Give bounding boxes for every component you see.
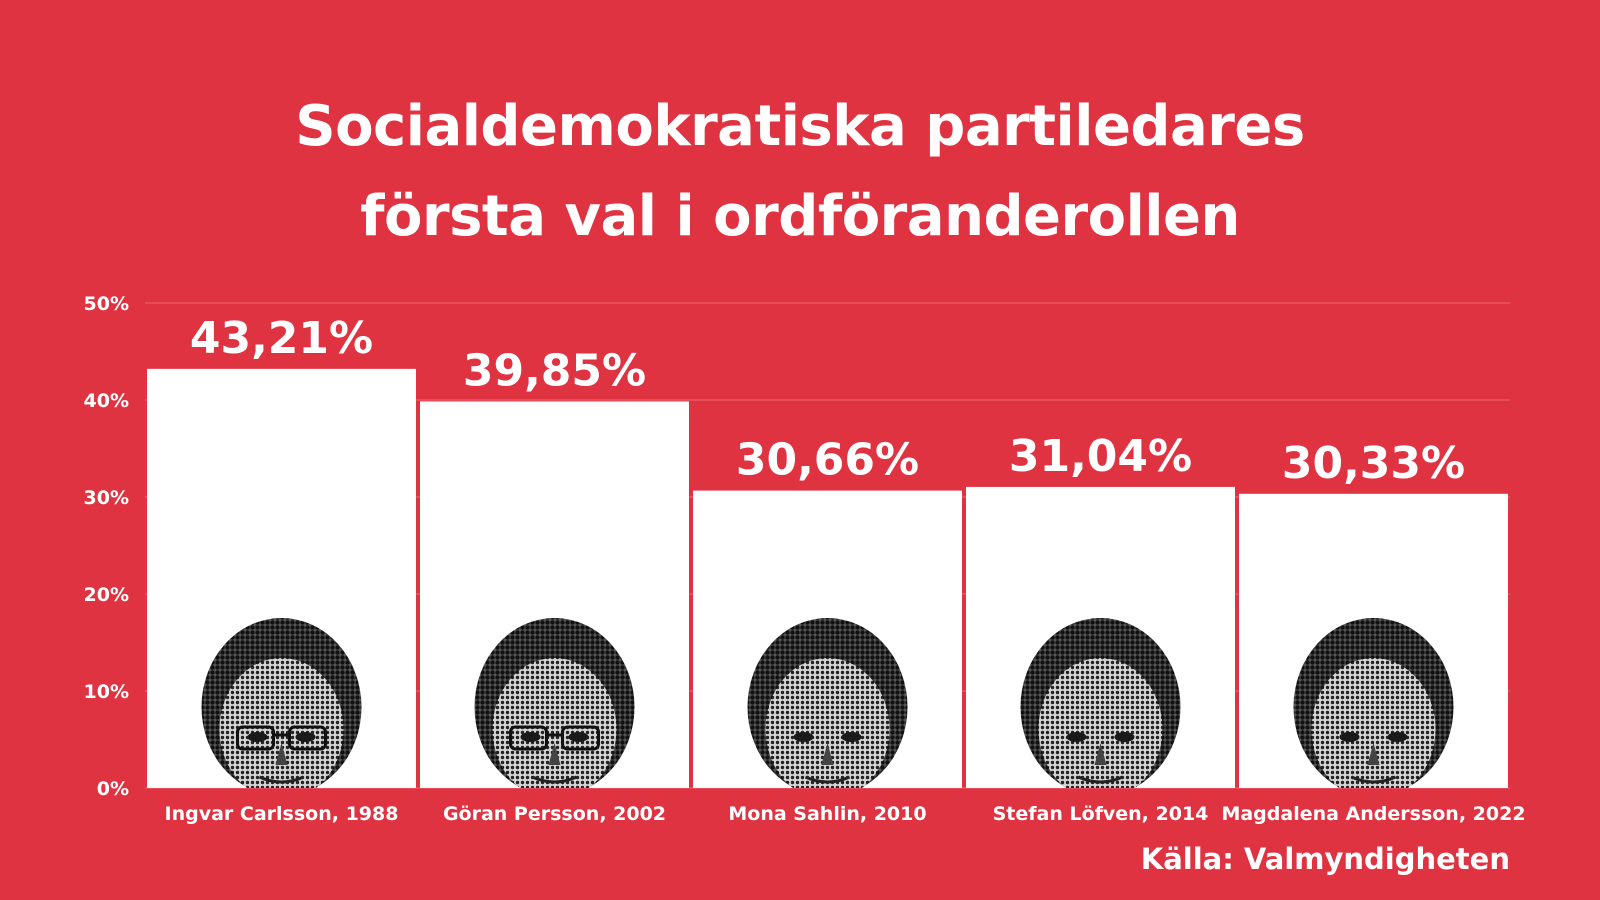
y-tick-label: 20%	[84, 584, 129, 606]
x-tick-label: Magdalena Andersson, 2022	[1221, 803, 1525, 825]
bar-value-label: 30,66%	[736, 435, 919, 486]
y-axis: 0% 10% 20% 30% 40% 50%	[84, 293, 129, 800]
value-labels: 43,21% 39,85% 30,66% 31,04% 30,33%	[190, 313, 1465, 489]
x-tick-label: Stefan Löfven, 2014	[993, 803, 1209, 825]
x-tick-label: Göran Persson, 2002	[443, 803, 666, 825]
bar-value-label: 43,21%	[190, 313, 373, 364]
y-tick-label: 0%	[97, 778, 129, 800]
y-tick-label: 50%	[84, 293, 129, 315]
x-axis: Ingvar Carlsson, 1988 Göran Persson, 2002…	[165, 803, 1526, 825]
x-tick-label: Mona Sahlin, 2010	[728, 803, 926, 825]
y-tick-label: 40%	[84, 390, 129, 412]
bar-value-label: 31,04%	[1009, 431, 1192, 482]
source-note: Källa: Valmyndigheten	[1140, 842, 1510, 876]
chart-title-line-1: Socialdemokratiska partiledares	[295, 94, 1305, 159]
bar-value-label: 30,33%	[1282, 438, 1465, 489]
portrait-mona-sahlin	[747, 618, 908, 788]
portrait-goran-persson	[474, 618, 635, 788]
y-tick-label: 10%	[84, 681, 129, 703]
x-tick-label: Ingvar Carlsson, 1988	[165, 803, 399, 825]
portraits	[201, 618, 1454, 788]
chart-title-line-2: första val i ordföranderollen	[360, 184, 1240, 249]
portrait-magdalena-andersson	[1293, 618, 1454, 788]
portrait-ingvar-carlsson	[201, 618, 362, 788]
bar-value-label: 39,85%	[463, 345, 646, 396]
portrait-stefan-lofven	[1020, 618, 1181, 788]
chart-title: Socialdemokratiska partiledares första v…	[0, 82, 1600, 262]
y-tick-label: 30%	[84, 487, 129, 509]
